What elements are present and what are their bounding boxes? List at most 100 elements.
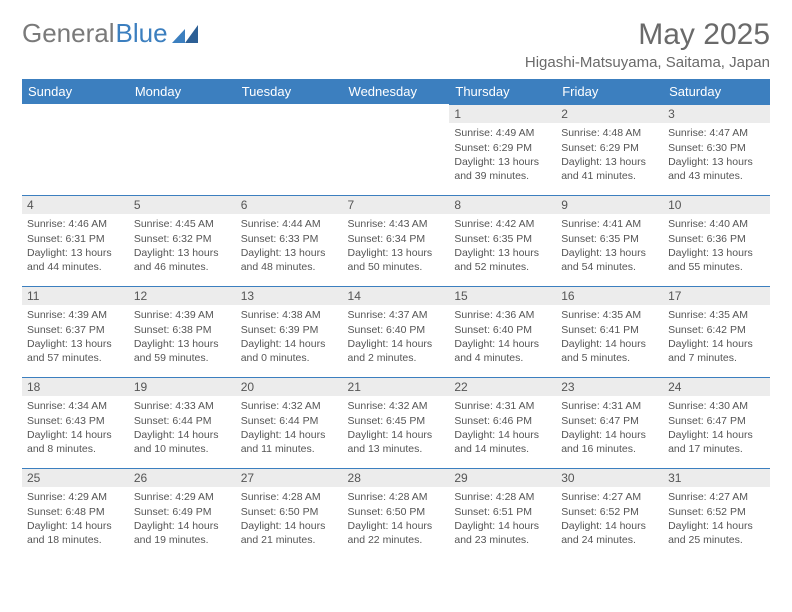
day-number: 27: [236, 468, 343, 487]
logo-icon: [172, 25, 198, 43]
calendar-cell: 11Sunrise: 4:39 AMSunset: 6:37 PMDayligh…: [22, 286, 129, 377]
day-details: Sunrise: 4:33 AMSunset: 6:44 PMDaylight:…: [129, 396, 236, 458]
day-number: 14: [343, 286, 450, 305]
header-row: GeneralBlue May 2025 Higashi-Matsuyama, …: [22, 18, 770, 71]
day-number: 13: [236, 286, 343, 305]
day-details: Sunrise: 4:29 AMSunset: 6:48 PMDaylight:…: [22, 487, 129, 549]
calendar-cell: 23Sunrise: 4:31 AMSunset: 6:47 PMDayligh…: [556, 377, 663, 468]
calendar-cell: 14Sunrise: 4:37 AMSunset: 6:40 PMDayligh…: [343, 286, 450, 377]
logo: GeneralBlue: [22, 18, 198, 49]
weekday-header: Monday: [129, 79, 236, 104]
day-number: 15: [449, 286, 556, 305]
day-details: Sunrise: 4:47 AMSunset: 6:30 PMDaylight:…: [663, 123, 770, 185]
day-number: 19: [129, 377, 236, 396]
logo-text-1: General: [22, 18, 115, 49]
day-number: 31: [663, 468, 770, 487]
empty-daynum: [343, 104, 450, 122]
day-number: 22: [449, 377, 556, 396]
calendar-cell: 6Sunrise: 4:44 AMSunset: 6:33 PMDaylight…: [236, 195, 343, 286]
calendar-cell: [22, 104, 129, 195]
calendar-week: 18Sunrise: 4:34 AMSunset: 6:43 PMDayligh…: [22, 377, 770, 468]
calendar-cell: 17Sunrise: 4:35 AMSunset: 6:42 PMDayligh…: [663, 286, 770, 377]
calendar-cell: 1Sunrise: 4:49 AMSunset: 6:29 PMDaylight…: [449, 104, 556, 195]
day-number: 10: [663, 195, 770, 214]
weekday-header: Tuesday: [236, 79, 343, 104]
day-number: 6: [236, 195, 343, 214]
day-details: Sunrise: 4:39 AMSunset: 6:38 PMDaylight:…: [129, 305, 236, 367]
calendar-head: SundayMondayTuesdayWednesdayThursdayFrid…: [22, 79, 770, 104]
calendar-cell: 29Sunrise: 4:28 AMSunset: 6:51 PMDayligh…: [449, 468, 556, 559]
day-details: Sunrise: 4:28 AMSunset: 6:50 PMDaylight:…: [343, 487, 450, 549]
title-block: May 2025 Higashi-Matsuyama, Saitama, Jap…: [525, 18, 770, 71]
calendar-cell: 5Sunrise: 4:45 AMSunset: 6:32 PMDaylight…: [129, 195, 236, 286]
day-details: Sunrise: 4:42 AMSunset: 6:35 PMDaylight:…: [449, 214, 556, 276]
day-details: Sunrise: 4:39 AMSunset: 6:37 PMDaylight:…: [22, 305, 129, 367]
calendar-body: 1Sunrise: 4:49 AMSunset: 6:29 PMDaylight…: [22, 104, 770, 559]
calendar-week: 1Sunrise: 4:49 AMSunset: 6:29 PMDaylight…: [22, 104, 770, 195]
calendar-week: 11Sunrise: 4:39 AMSunset: 6:37 PMDayligh…: [22, 286, 770, 377]
calendar-cell: 30Sunrise: 4:27 AMSunset: 6:52 PMDayligh…: [556, 468, 663, 559]
weekday-header: Wednesday: [343, 79, 450, 104]
day-details: Sunrise: 4:44 AMSunset: 6:33 PMDaylight:…: [236, 214, 343, 276]
day-details: Sunrise: 4:32 AMSunset: 6:44 PMDaylight:…: [236, 396, 343, 458]
calendar-cell: 27Sunrise: 4:28 AMSunset: 6:50 PMDayligh…: [236, 468, 343, 559]
day-details: Sunrise: 4:28 AMSunset: 6:51 PMDaylight:…: [449, 487, 556, 549]
calendar-cell: 13Sunrise: 4:38 AMSunset: 6:39 PMDayligh…: [236, 286, 343, 377]
weekday-header: Friday: [556, 79, 663, 104]
day-number: 1: [449, 104, 556, 123]
logo-text-2: Blue: [116, 18, 168, 49]
empty-daynum: [236, 104, 343, 122]
calendar-cell: 12Sunrise: 4:39 AMSunset: 6:38 PMDayligh…: [129, 286, 236, 377]
day-details: Sunrise: 4:41 AMSunset: 6:35 PMDaylight:…: [556, 214, 663, 276]
day-number: 20: [236, 377, 343, 396]
weekday-header: Sunday: [22, 79, 129, 104]
calendar-cell: 28Sunrise: 4:28 AMSunset: 6:50 PMDayligh…: [343, 468, 450, 559]
day-number: 29: [449, 468, 556, 487]
day-number: 5: [129, 195, 236, 214]
calendar-cell: 15Sunrise: 4:36 AMSunset: 6:40 PMDayligh…: [449, 286, 556, 377]
calendar-cell: 24Sunrise: 4:30 AMSunset: 6:47 PMDayligh…: [663, 377, 770, 468]
location-text: Higashi-Matsuyama, Saitama, Japan: [525, 54, 770, 71]
day-number: 18: [22, 377, 129, 396]
day-number: 12: [129, 286, 236, 305]
day-number: 25: [22, 468, 129, 487]
calendar-cell: 7Sunrise: 4:43 AMSunset: 6:34 PMDaylight…: [343, 195, 450, 286]
calendar-cell: [129, 104, 236, 195]
day-details: Sunrise: 4:29 AMSunset: 6:49 PMDaylight:…: [129, 487, 236, 549]
day-number: 11: [22, 286, 129, 305]
weekday-row: SundayMondayTuesdayWednesdayThursdayFrid…: [22, 79, 770, 104]
calendar-cell: 4Sunrise: 4:46 AMSunset: 6:31 PMDaylight…: [22, 195, 129, 286]
day-details: Sunrise: 4:38 AMSunset: 6:39 PMDaylight:…: [236, 305, 343, 367]
calendar-cell: 8Sunrise: 4:42 AMSunset: 6:35 PMDaylight…: [449, 195, 556, 286]
weekday-header: Saturday: [663, 79, 770, 104]
calendar-cell: 25Sunrise: 4:29 AMSunset: 6:48 PMDayligh…: [22, 468, 129, 559]
empty-daynum: [22, 104, 129, 122]
calendar-cell: [236, 104, 343, 195]
day-number: 16: [556, 286, 663, 305]
calendar-cell: 22Sunrise: 4:31 AMSunset: 6:46 PMDayligh…: [449, 377, 556, 468]
day-details: Sunrise: 4:27 AMSunset: 6:52 PMDaylight:…: [556, 487, 663, 549]
calendar-cell: 9Sunrise: 4:41 AMSunset: 6:35 PMDaylight…: [556, 195, 663, 286]
day-details: Sunrise: 4:30 AMSunset: 6:47 PMDaylight:…: [663, 396, 770, 458]
calendar-cell: [343, 104, 450, 195]
calendar-cell: 21Sunrise: 4:32 AMSunset: 6:45 PMDayligh…: [343, 377, 450, 468]
calendar-week: 25Sunrise: 4:29 AMSunset: 6:48 PMDayligh…: [22, 468, 770, 559]
day-number: 21: [343, 377, 450, 396]
day-details: Sunrise: 4:31 AMSunset: 6:46 PMDaylight:…: [449, 396, 556, 458]
day-details: Sunrise: 4:49 AMSunset: 6:29 PMDaylight:…: [449, 123, 556, 185]
day-details: Sunrise: 4:35 AMSunset: 6:42 PMDaylight:…: [663, 305, 770, 367]
day-details: Sunrise: 4:31 AMSunset: 6:47 PMDaylight:…: [556, 396, 663, 458]
weekday-header: Thursday: [449, 79, 556, 104]
calendar-cell: 2Sunrise: 4:48 AMSunset: 6:29 PMDaylight…: [556, 104, 663, 195]
day-number: 9: [556, 195, 663, 214]
day-details: Sunrise: 4:46 AMSunset: 6:31 PMDaylight:…: [22, 214, 129, 276]
day-number: 26: [129, 468, 236, 487]
day-number: 24: [663, 377, 770, 396]
day-details: Sunrise: 4:40 AMSunset: 6:36 PMDaylight:…: [663, 214, 770, 276]
page-title: May 2025: [525, 18, 770, 52]
day-details: Sunrise: 4:48 AMSunset: 6:29 PMDaylight:…: [556, 123, 663, 185]
day-number: 28: [343, 468, 450, 487]
day-number: 2: [556, 104, 663, 123]
empty-daynum: [129, 104, 236, 122]
day-details: Sunrise: 4:43 AMSunset: 6:34 PMDaylight:…: [343, 214, 450, 276]
